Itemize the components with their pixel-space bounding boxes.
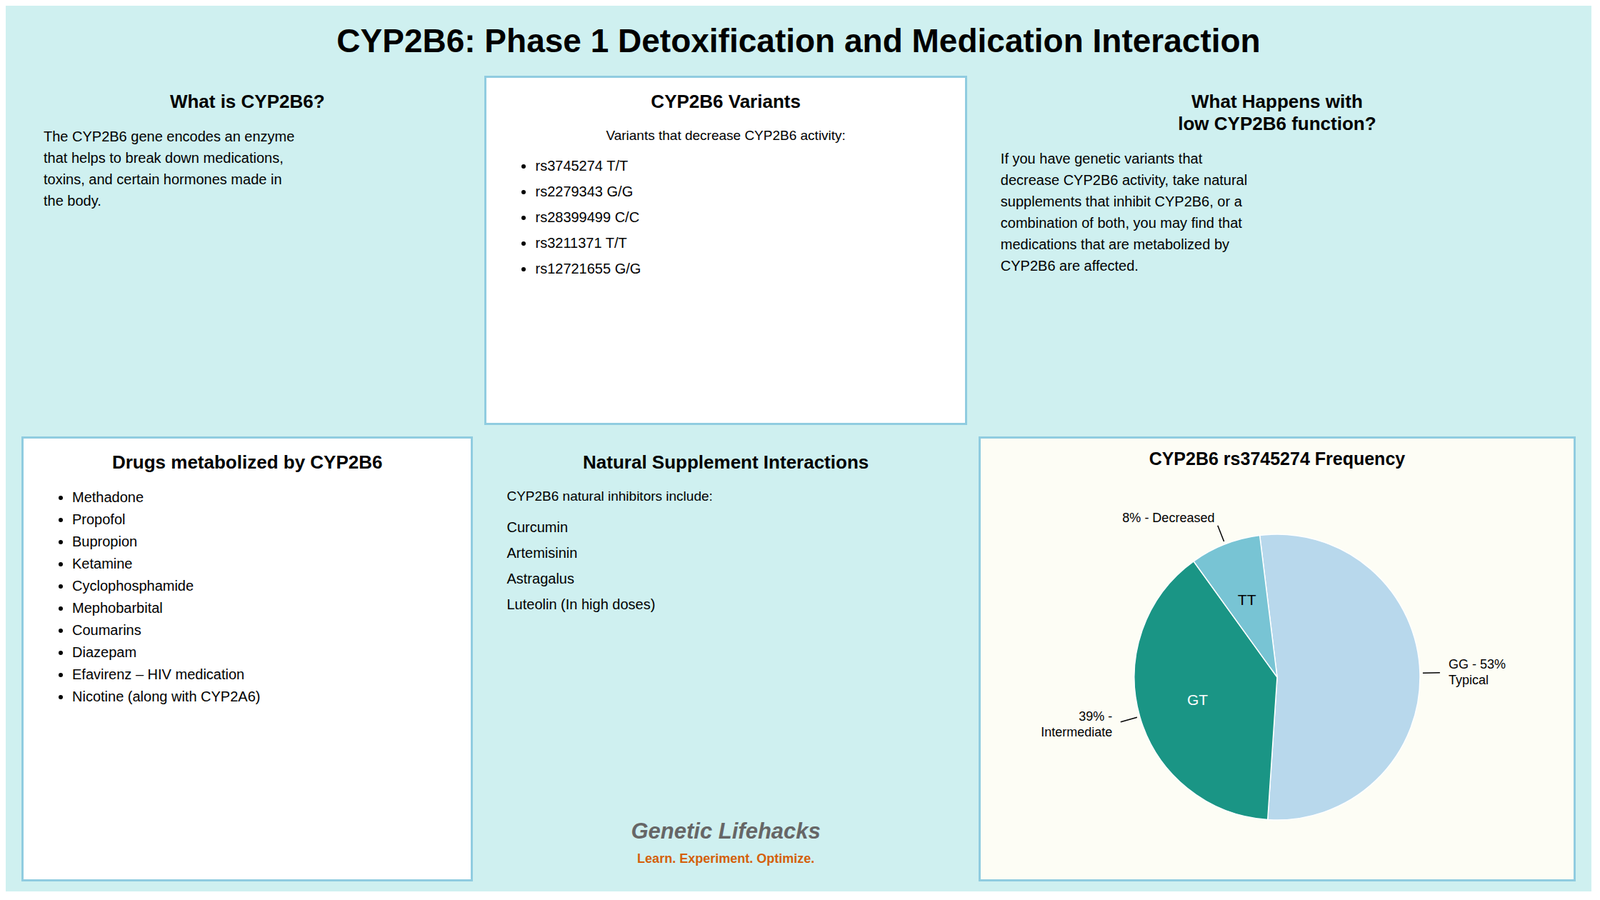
html-text:CYP2B6 rs3745274 Frequency: CYP2B6 rs3745274 Frequency xyxy=(1149,448,1406,469)
html-text:Ketamine: Ketamine xyxy=(72,555,133,572)
html-text:CYP2B6 natural inhibitors incl: CYP2B6 natural inhibitors include: xyxy=(506,488,713,504)
html-text:Efavirenz – HIV medication: Efavirenz – HIV medication xyxy=(72,666,245,683)
html-text:Coumarins: Coumarins xyxy=(72,622,142,638)
html-text:Learn. Experiment. Optimize.: Learn. Experiment. Optimize. xyxy=(637,851,815,866)
html-text:Luteolin (In high doses): Luteolin (In high doses) xyxy=(506,596,656,612)
html-text:Diazepam: Diazepam xyxy=(72,644,137,660)
html-text:Variants that decrease CYP2B6: Variants that decrease CYP2B6 activity: xyxy=(606,127,846,143)
html-text:rs3745274 T/T: rs3745274 T/T xyxy=(535,157,628,174)
svg-text:GG - 53%Typical: GG - 53%Typical xyxy=(1448,657,1506,688)
html-text:Drugs metabolized by CYP2B6: Drugs metabolized by CYP2B6 xyxy=(112,451,383,473)
html-text:The CYP2B6 gene encodes an enz: The CYP2B6 gene encodes an enzyme that h… xyxy=(43,128,295,209)
html-text:CYP2B6: Phase 1 Detoxification: CYP2B6: Phase 1 Detoxification and Medic… xyxy=(336,22,1261,60)
svg-text:39% -Intermediate: 39% -Intermediate xyxy=(1040,709,1113,740)
html-text:Curcumin: Curcumin xyxy=(506,518,568,535)
svg-text:TT: TT xyxy=(1237,591,1257,608)
html-text:What is CYP2B6?: What is CYP2B6? xyxy=(169,90,325,112)
html-text:Propofol: Propofol xyxy=(72,511,126,528)
html-text:Genetic Lifehacks: Genetic Lifehacks xyxy=(631,818,821,844)
html-text:rs12721655 G/G: rs12721655 G/G xyxy=(535,260,641,277)
html-text:rs2279343 G/G: rs2279343 G/G xyxy=(535,183,633,200)
svg-text:8% - Decreased: 8% - Decreased xyxy=(1122,510,1215,525)
html-text:rs3211371 T/T: rs3211371 T/T xyxy=(535,235,627,251)
html-text:Artemisinin: Artemisinin xyxy=(506,544,578,561)
html-text:Natural Supplement Interaction: Natural Supplement Interactions xyxy=(582,451,869,473)
html-text:Mephobarbital: Mephobarbital xyxy=(72,600,163,616)
html-text:Bupropion: Bupropion xyxy=(72,533,138,550)
html-text:What Happens with low CYP2B6 f: What Happens with low CYP2B6 function? xyxy=(1178,90,1377,134)
html-text:rs28399499 C/C: rs28399499 C/C xyxy=(535,209,640,225)
html-text:Astragalus: Astragalus xyxy=(506,570,575,587)
html-text:Methadone: Methadone xyxy=(72,489,144,505)
html-text:If you have genetic variants t: If you have genetic variants that decrea… xyxy=(1000,150,1248,274)
html-text:Cyclophosphamide: Cyclophosphamide xyxy=(72,577,194,594)
html-text:CYP2B6 Variants: CYP2B6 Variants xyxy=(651,90,801,112)
svg-text:GT: GT xyxy=(1187,691,1208,708)
html-text:Nicotine (along with CYP2A6): Nicotine (along with CYP2A6) xyxy=(72,688,261,705)
